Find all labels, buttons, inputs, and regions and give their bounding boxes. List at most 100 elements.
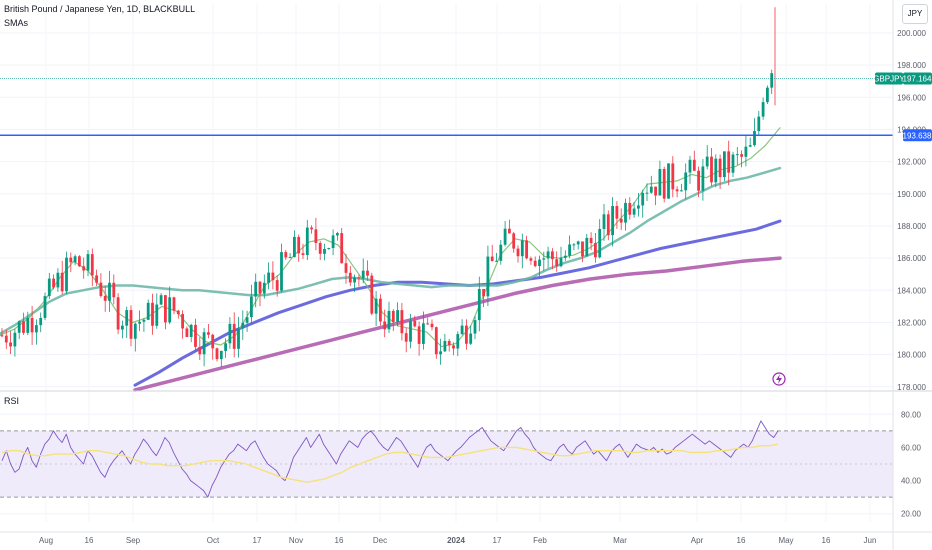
candle-body [267, 272, 270, 283]
candle-body [121, 325, 124, 330]
price-tick-label: 182.000 [897, 318, 926, 327]
time-tick-label: Nov [289, 536, 303, 545]
price-tick-label: 200.000 [897, 29, 926, 38]
candle-body [624, 202, 627, 223]
candle-body [576, 241, 580, 245]
candle-body [473, 320, 477, 334]
candle-body [563, 255, 567, 258]
rsi-tick-label: 60.00 [901, 443, 922, 452]
candle-body [766, 87, 769, 103]
last-price-tag: 197.164 [903, 72, 932, 85]
time-tick-label: 16 [822, 536, 831, 545]
candle-body [275, 280, 279, 291]
candle-body [692, 159, 696, 171]
candle-body [675, 189, 679, 192]
candle-body [301, 253, 305, 256]
candle-body [26, 318, 30, 333]
candle-body [348, 272, 352, 283]
candle-body [194, 324, 197, 347]
rsi-tick-label: 80.00 [901, 410, 922, 419]
candle-body [224, 343, 227, 351]
candle-body [35, 325, 38, 333]
time-tick-label: Sep [126, 536, 141, 545]
candle-body [434, 327, 438, 355]
candle-body [73, 256, 77, 263]
candle-body [654, 186, 657, 196]
candle-body [714, 158, 718, 183]
price-tick-label: 180.000 [897, 351, 926, 360]
candle-body [181, 314, 184, 329]
sma-line [0, 166, 782, 335]
candle-body [710, 156, 713, 183]
candle-body [499, 244, 503, 261]
candle-body [17, 321, 21, 333]
candle-body [237, 328, 240, 349]
candle-body [533, 260, 537, 267]
candle-body [568, 244, 571, 256]
candle-body [637, 205, 640, 209]
candle-body [353, 277, 356, 283]
candle-body [13, 332, 17, 347]
candle-body [680, 190, 683, 192]
candle-body [305, 227, 309, 256]
symbol-price-tag: GBPJPY [873, 72, 905, 85]
lightning-icon[interactable] [772, 372, 786, 386]
candle-body [60, 272, 64, 292]
candle-body [82, 266, 86, 271]
candle-body [525, 240, 528, 259]
candle-body [327, 248, 331, 250]
candle-body [138, 321, 141, 324]
candle-body [293, 236, 296, 258]
candle-body [331, 235, 335, 249]
time-tick-label: 17 [493, 536, 502, 545]
candle-body [357, 277, 361, 279]
candle-body [503, 228, 507, 245]
candle-body [538, 259, 541, 267]
time-tick-label: Oct [207, 536, 220, 545]
candle-body [159, 295, 163, 305]
time-axis[interactable]: Aug 16 Sep Oct 17 Nov 16 Dec 2024 17 Feb Mar Apr 16 Ma… [39, 536, 877, 545]
candle-body [99, 282, 103, 296]
candle-body [615, 206, 619, 219]
candle-body [245, 317, 249, 323]
candle-body [379, 298, 382, 322]
candle-body [65, 257, 68, 292]
candle-body [469, 333, 473, 344]
symbol-title[interactable]: British Pound / Japanese Yen, 1D, BLACKB… [4, 4, 196, 14]
currency-unit-button[interactable]: JPY [902, 4, 928, 24]
candle-body [198, 346, 202, 355]
candle-body [645, 192, 649, 194]
candle-body [581, 241, 584, 257]
price-tick-label: 188.000 [897, 222, 926, 231]
price-tick-label: 184.000 [897, 286, 926, 295]
candle-body [619, 218, 623, 223]
candle-body [254, 281, 258, 297]
candle-body [95, 275, 98, 283]
candle-body [314, 229, 318, 243]
candle-body [250, 296, 253, 318]
candle-body [232, 323, 236, 349]
candle-body [589, 237, 593, 244]
rsi-indicator-label[interactable]: RSI [4, 396, 20, 406]
candle-body [297, 236, 301, 254]
candle-body [671, 163, 675, 190]
rsi-axis[interactable]: 20.00 40.00 60.00 80.00 [901, 410, 922, 518]
candle-body [4, 335, 8, 343]
candle-body [628, 202, 632, 215]
candle-body [641, 192, 645, 206]
price-tick-label: 186.000 [897, 254, 926, 263]
candle-body [559, 257, 563, 267]
candle-body [78, 256, 81, 267]
candle-body [447, 340, 451, 346]
candle-body [452, 345, 455, 349]
candle-body [731, 154, 735, 173]
sma-indicator-label[interactable]: SMAs [4, 18, 29, 28]
time-tick-label: May [778, 536, 793, 545]
candle-body [413, 320, 417, 327]
candle-body [366, 270, 369, 276]
candle-body [404, 333, 408, 342]
candle-body [383, 321, 387, 330]
candle-body [284, 252, 288, 258]
candle-body [90, 254, 94, 276]
